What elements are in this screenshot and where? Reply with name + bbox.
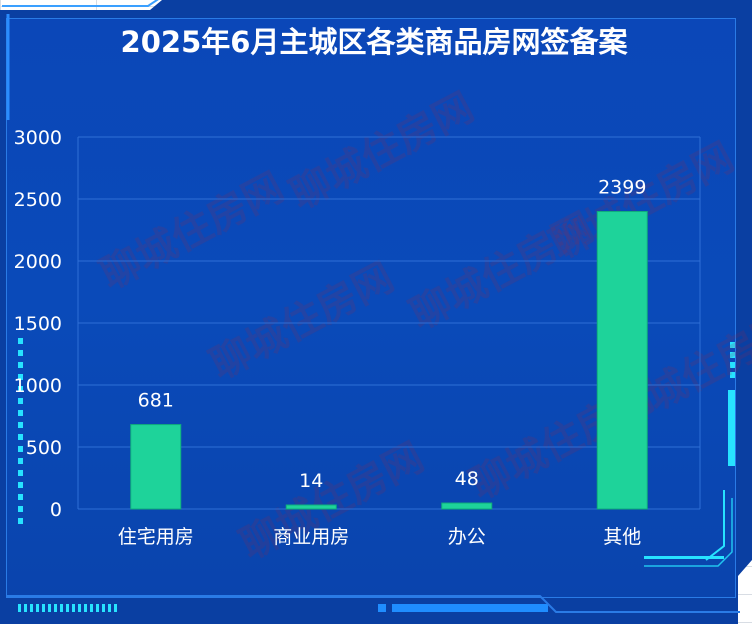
bottom-tick — [24, 604, 27, 612]
y-tick-label: 2000 — [14, 251, 62, 273]
bottom-tick — [102, 604, 105, 612]
edge-dash — [18, 434, 23, 440]
edge-dash — [18, 398, 23, 404]
bottom-tick — [84, 604, 87, 612]
watermark-text: 聊城住房网 — [233, 434, 431, 569]
bottom-tick — [30, 604, 33, 612]
bottom-tick — [96, 604, 99, 612]
bottom-tick — [108, 604, 111, 612]
edge-dash — [18, 470, 23, 476]
edge-dash — [18, 338, 23, 344]
bottom-tick — [48, 604, 51, 612]
bottom-tick — [66, 604, 69, 612]
bottom-tick — [78, 604, 81, 612]
bar-1 — [285, 504, 337, 510]
x-axis-ticks: 住宅用房 商业用房 办公 其他 — [118, 526, 642, 548]
edge-dash — [18, 362, 23, 368]
y-axis-ticks: 0 500 1000 1500 2000 2500 3000 — [14, 127, 62, 521]
bottom-tick — [90, 604, 93, 612]
chart-title: 2025年6月主城区各类商品房网签备案 — [121, 25, 629, 59]
y-tick-label: 1500 — [14, 313, 62, 335]
bottom-tick — [114, 604, 117, 612]
data-label: 48 — [455, 468, 479, 490]
bar-0 — [130, 424, 182, 510]
x-tick-label: 商业用房 — [273, 526, 349, 548]
bottom-tick — [18, 604, 21, 612]
edge-dash — [18, 386, 23, 392]
gridlines — [77, 136, 701, 510]
data-labels: 681 14 48 2399 — [138, 177, 647, 492]
data-label: 681 — [138, 390, 174, 412]
edge-dash — [18, 374, 23, 380]
y-tick-label: 1000 — [14, 375, 62, 397]
x-tick-label: 办公 — [448, 526, 486, 548]
bar-2 — [441, 502, 493, 510]
bottom-tick — [54, 604, 57, 612]
edge-dash — [18, 446, 23, 452]
bar-3 — [596, 211, 648, 510]
edge-dash — [18, 494, 23, 500]
x-tick-label: 住宅用房 — [118, 526, 194, 548]
plot-area: 0 500 1000 1500 2000 2500 3000 681 14 48 2399 住宅用… — [14, 127, 701, 548]
y-tick-label: 500 — [26, 437, 62, 459]
bars — [130, 211, 648, 510]
watermark-text: 聊城住房网 — [93, 164, 291, 299]
y-tick-label: 3000 — [14, 127, 62, 149]
y-tick-label: 2500 — [14, 189, 62, 211]
edge-dash — [18, 518, 23, 524]
bottom-tick — [60, 604, 63, 612]
data-label: 14 — [299, 470, 323, 492]
y-tick-label: 0 — [50, 499, 62, 521]
edge-dash — [18, 506, 23, 512]
bottom-tick — [36, 604, 39, 612]
bottom-tick — [42, 604, 45, 612]
edge-dash — [18, 482, 23, 488]
edge-dash — [18, 350, 23, 356]
frame-decorations — [2, 0, 740, 613]
x-tick-label: 其他 — [603, 526, 641, 548]
edge-dash — [18, 422, 23, 428]
data-label: 2399 — [598, 177, 646, 199]
edge-dash — [18, 458, 23, 464]
watermark-text: 聊城住房网 — [203, 254, 401, 389]
bottom-tick — [72, 604, 75, 612]
edge-dash — [18, 410, 23, 416]
